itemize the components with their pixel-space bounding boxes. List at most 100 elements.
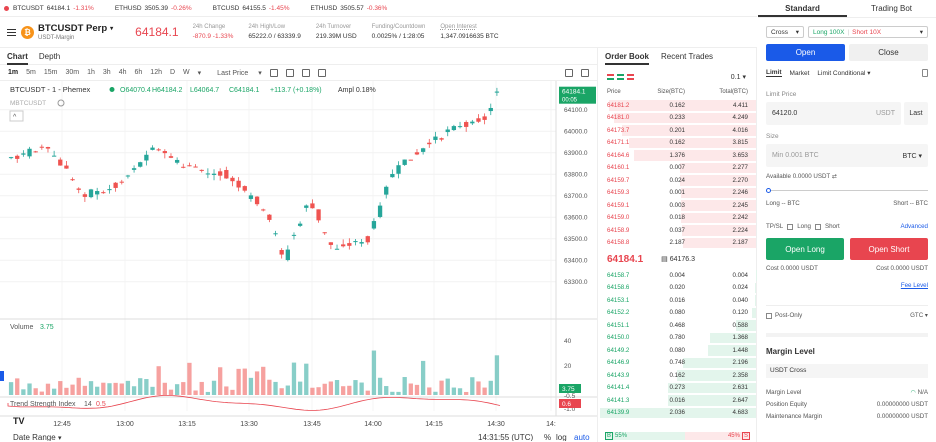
chevron-down-icon[interactable]: ▾: [197, 69, 202, 77]
book-row[interactable]: 64146.9 0.748 2.196: [599, 357, 756, 370]
log-scale-toggle[interactable]: log: [556, 433, 567, 441]
book-row[interactable]: 64181.0 0.233 4.249: [599, 112, 756, 125]
ticker-item[interactable]: BTCUSDT 64184.1 -1.31%: [4, 5, 94, 12]
book-row[interactable]: 64158.7 0.004 0.004: [599, 269, 756, 282]
book-size: 2.187: [669, 239, 685, 247]
book-row[interactable]: 64173.7 0.201 4.016: [599, 124, 756, 137]
book-row[interactable]: 64150.0 0.780 1.368: [599, 332, 756, 345]
book-row[interactable]: 64158.8 2.187 2.187: [599, 237, 756, 250]
eye-icon[interactable]: [57, 99, 65, 107]
slider-handle[interactable]: [766, 188, 771, 193]
interval-6h[interactable]: 6h: [134, 69, 143, 76]
size-unit-select[interactable]: BTC ▾: [902, 152, 922, 160]
tpsl-short-checkbox[interactable]: [814, 223, 821, 230]
interval-30m[interactable]: 30m: [65, 69, 80, 76]
tab-chart[interactable]: Chart: [7, 48, 28, 65]
interval-d[interactable]: D: [169, 69, 176, 76]
advanced-link[interactable]: Advanced: [900, 223, 928, 230]
book-row[interactable]: 64159.3 0.001 2.246: [599, 187, 756, 200]
book-row[interactable]: 64181.2 0.162 4.411: [599, 99, 756, 112]
book-row[interactable]: 64159.7 0.024 2.270: [599, 174, 756, 187]
price-chart[interactable]: 64100.0 64000.0 63900.0 63800.0 63700.0 63600…: [0, 81, 597, 441]
interval-5m[interactable]: 5m: [26, 69, 36, 76]
book-row[interactable]: 64141.4 0.273 2.631: [599, 382, 756, 395]
fullscreen-icon[interactable]: [581, 68, 589, 77]
book-row[interactable]: 64141.3 0.016 2.647: [599, 394, 756, 407]
leverage-select[interactable]: Long 100X | Short 10X ▾: [808, 26, 928, 38]
post-only-checkbox[interactable]: [766, 312, 772, 319]
auto-scale-toggle[interactable]: auto: [574, 433, 590, 441]
candle-body: [470, 121, 475, 124]
interval-15m[interactable]: 15m: [43, 69, 58, 76]
interval-4h[interactable]: 4h: [118, 69, 127, 76]
candle-style-icon[interactable]: [269, 68, 278, 77]
book-row[interactable]: 64139.9 2.036 4.683: [599, 407, 756, 420]
ticker-item[interactable]: ETHUSD 3505.57 -0.36%: [301, 5, 387, 12]
drawing-icon[interactable]: [301, 68, 310, 77]
margin-mode-select[interactable]: Cross ▾: [766, 26, 804, 38]
settings-icon[interactable]: [317, 68, 326, 77]
book-row[interactable]: 64159.0 0.018 2.242: [599, 212, 756, 225]
open-tab-button[interactable]: Open: [766, 44, 845, 61]
interval-1m[interactable]: 1m: [8, 69, 19, 76]
book-row[interactable]: 64143.9 0.162 2.358: [599, 369, 756, 382]
book-row[interactable]: 64158.9 0.037 2.224: [599, 224, 756, 237]
book-row[interactable]: 64152.2 0.080 0.120: [599, 307, 756, 320]
collapse-chevron-icon[interactable]: ^: [13, 114, 17, 121]
tsi-tag: [559, 399, 581, 408]
tab-trading-bot[interactable]: Trading Bot: [870, 4, 913, 13]
interval-w[interactable]: W: [183, 69, 190, 76]
order-type-limit-conditional[interactable]: Limit Conditional ▾: [817, 70, 871, 77]
time-tick-label: 12:45: [53, 421, 71, 428]
interval-1h[interactable]: 1h: [87, 69, 95, 76]
tab-standard[interactable]: Standard: [758, 0, 847, 17]
date-range-select[interactable]: Date Range: [13, 433, 56, 441]
tab-order-book[interactable]: Order Book: [605, 48, 650, 65]
tab-recent-trades[interactable]: Recent Trades: [661, 52, 714, 61]
collapse-icon[interactable]: [9, 110, 24, 122]
chevron-down-icon[interactable]: ▾: [58, 435, 62, 441]
book-row[interactable]: 64160.1 0.007 2.277: [599, 162, 756, 175]
book-row[interactable]: 64159.1 0.003 2.245: [599, 199, 756, 212]
open-short-button[interactable]: Open Short: [850, 238, 928, 260]
book-row[interactable]: 64164.6 1.376 3.653: [599, 149, 756, 162]
volume-bar: [261, 366, 266, 395]
close-tab-button[interactable]: Close: [849, 44, 928, 61]
fee-level-link[interactable]: Fee Level: [900, 282, 928, 289]
interval-3h[interactable]: 3h: [102, 69, 111, 76]
book-view-asks-icon[interactable]: [627, 74, 634, 80]
book-view-both-icon[interactable]: [607, 74, 614, 80]
precision-select[interactable]: 0.1 ▾: [730, 74, 746, 81]
book-view-bids-icon[interactable]: [617, 74, 624, 80]
last-price-button[interactable]: Last: [904, 102, 928, 125]
candle-body: [371, 221, 377, 229]
utc-clock[interactable]: 14:31:55 (UTC): [478, 433, 533, 441]
order-type-limit[interactable]: Limit: [766, 69, 782, 77]
price-input[interactable]: 64120.0 USDT: [766, 102, 901, 125]
book-row[interactable]: 64171.1 0.162 3.815: [599, 137, 756, 150]
depth-bar: [628, 137, 756, 148]
order-type-market[interactable]: Market: [789, 69, 810, 77]
tif-select[interactable]: GTC ▾: [910, 312, 928, 319]
side-handle[interactable]: [0, 371, 4, 381]
symbol-selector[interactable]: BTCUSDT Perp ▾ USDT-Margin: [38, 23, 113, 41]
interval-12h[interactable]: 12h: [150, 69, 162, 76]
ticker-item[interactable]: ETHUSD 3505.39 -0.26%: [105, 5, 192, 12]
ticker-item[interactable]: BTCUSD 64155.5 -1.45%: [203, 5, 290, 12]
open-long-button[interactable]: Open Long: [766, 238, 844, 260]
price-source-select[interactable]: Last Price ▾: [217, 69, 262, 77]
book-row[interactable]: 64158.6 0.020 0.024: [599, 282, 756, 295]
menu-icon[interactable]: [7, 28, 16, 36]
tpsl-long-checkbox[interactable]: [787, 223, 794, 230]
book-size: 0.007: [669, 164, 685, 172]
indicator-icon[interactable]: [285, 68, 294, 77]
percent-scale-toggle[interactable]: %: [544, 433, 551, 441]
calculator-icon[interactable]: [922, 69, 928, 77]
tab-depth[interactable]: Depth: [38, 51, 61, 61]
size-slider[interactable]: [766, 188, 928, 194]
book-row[interactable]: 64153.1 0.016 0.040: [599, 294, 756, 307]
book-row[interactable]: 64149.2 0.080 1.448: [599, 344, 756, 357]
size-input[interactable]: Min 0.001 BTC BTC ▾: [766, 144, 928, 167]
screenshot-icon[interactable]: [565, 68, 573, 77]
book-row[interactable]: 64151.1 0.468 0.588: [599, 319, 756, 332]
